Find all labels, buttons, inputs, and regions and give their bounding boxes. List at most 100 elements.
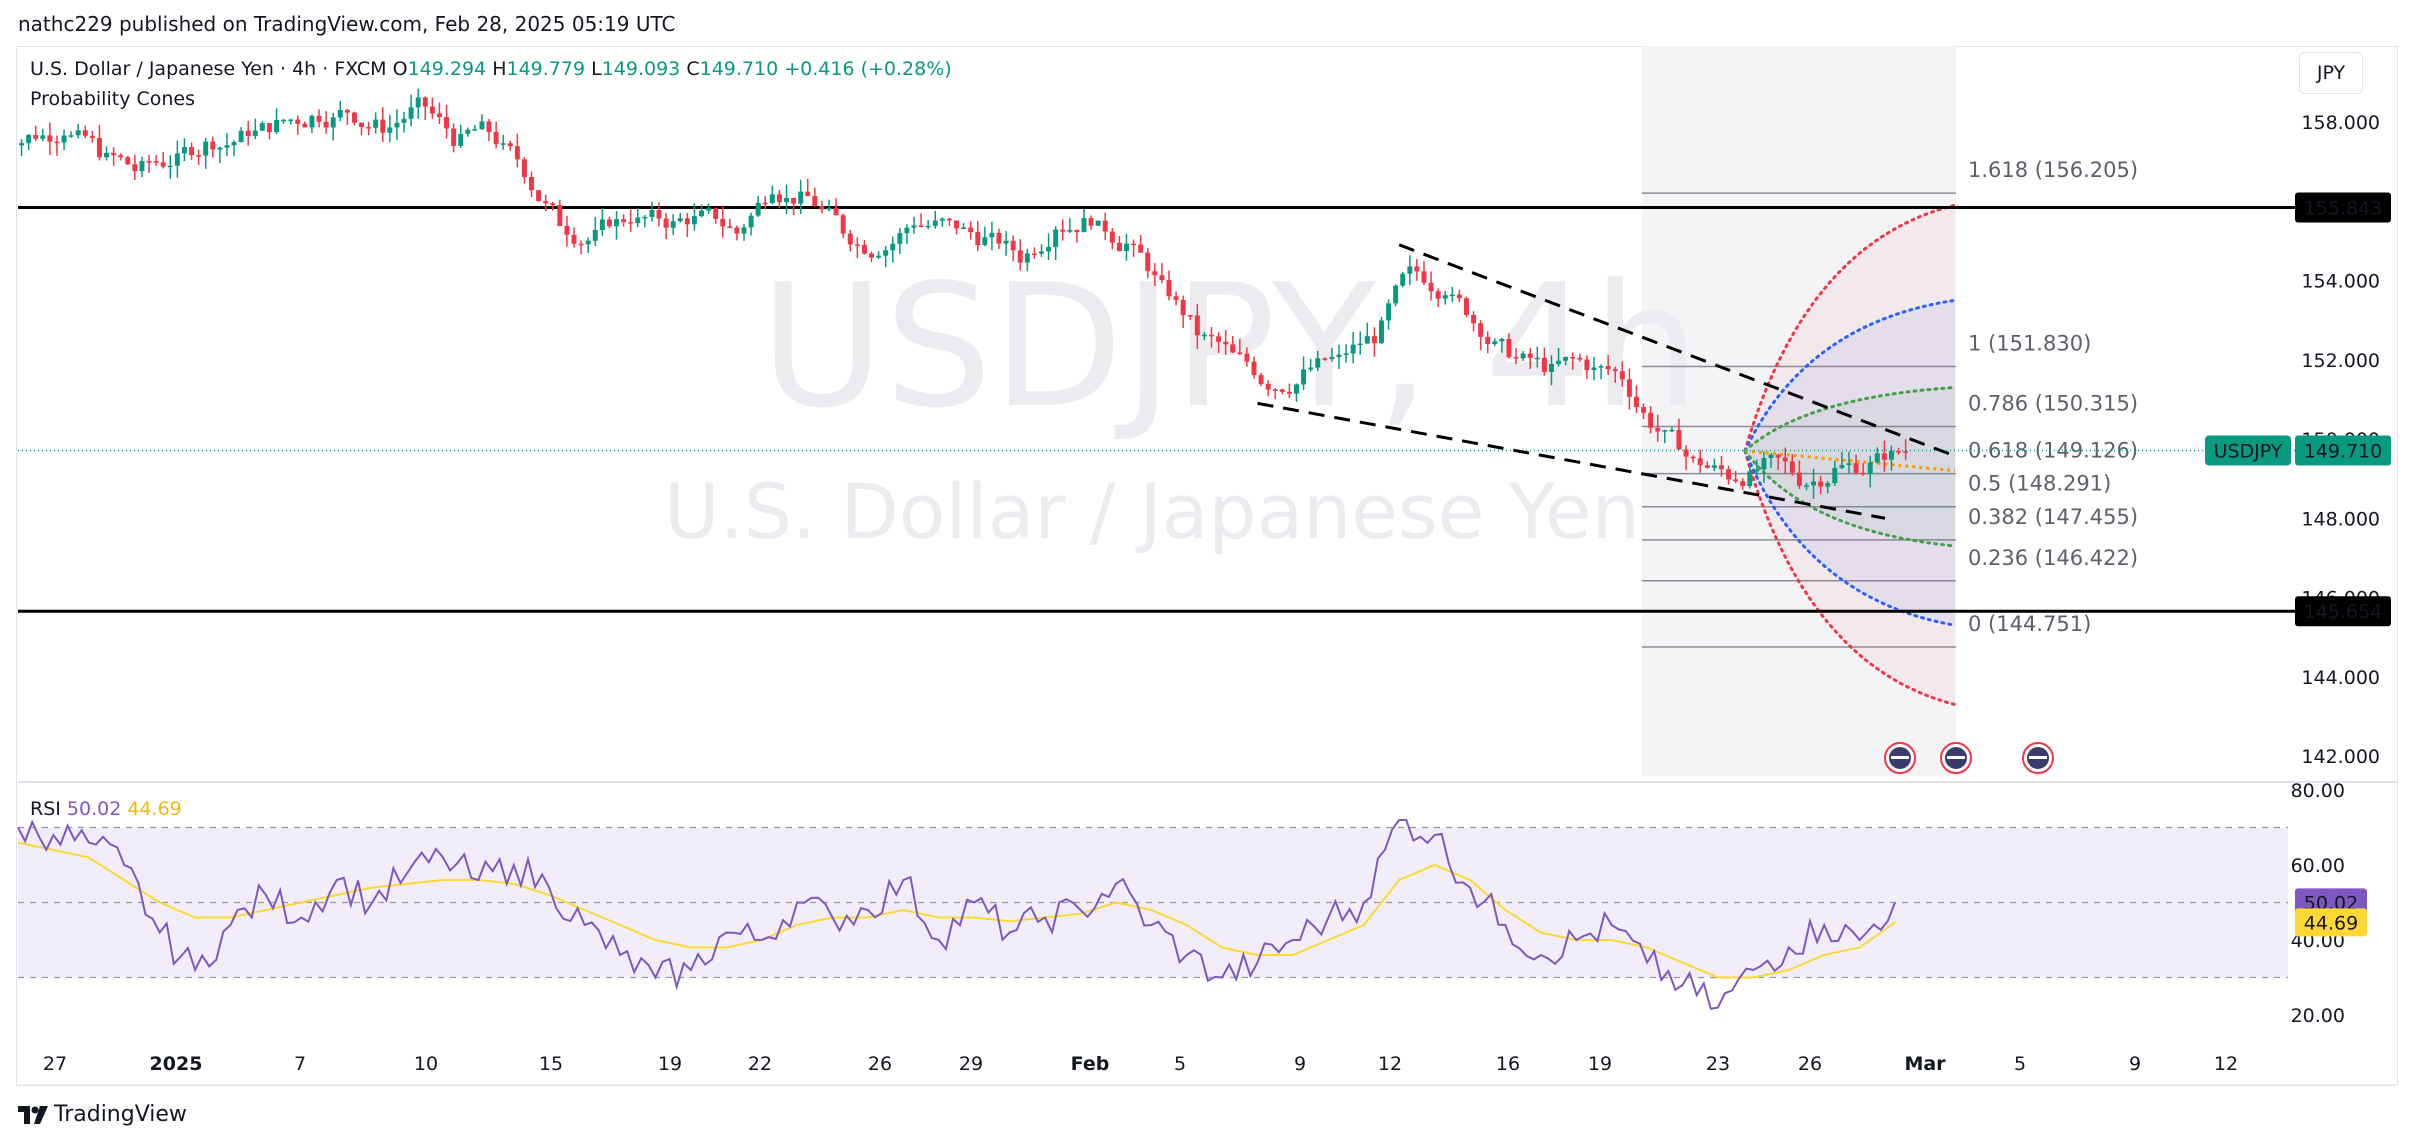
candle-body [1846, 463, 1852, 466]
candle-body [1442, 295, 1448, 299]
candle-body [1435, 291, 1441, 299]
candle-body [904, 227, 910, 234]
cone-mid-fill [1745, 300, 1955, 626]
candle-body [805, 191, 811, 197]
candle-body [1428, 282, 1434, 292]
symbol-legend[interactable]: U.S. Dollar / Japanese Yen · 4h · FXCM O… [30, 58, 952, 80]
background-layer [1642, 46, 1956, 776]
rsi-band [18, 827, 2288, 978]
candle-body [40, 135, 46, 139]
support-price-label: 145.654 [2304, 601, 2383, 623]
candle-body [1060, 229, 1066, 232]
candle-body [1294, 384, 1299, 394]
candle-body [210, 141, 216, 150]
candle-body [585, 240, 591, 245]
wedge-lower-line [1257, 401, 1886, 520]
cone-center-line [1744, 449, 1956, 473]
rsi-tick-label: 20.00 [2291, 1005, 2345, 1027]
candle-body [656, 210, 662, 219]
candle-body [642, 216, 648, 219]
candle-body [1718, 465, 1724, 470]
candle-body [741, 227, 747, 234]
candle-body [1265, 383, 1271, 390]
candle-body [1223, 341, 1229, 345]
candle-body [1463, 298, 1469, 315]
candle-body [1180, 299, 1186, 316]
fib-level-label: 0.382 (147.455) [1968, 505, 2138, 529]
rsi-line [17, 819, 1896, 1010]
candle-body [1556, 360, 1562, 364]
candle-body [961, 227, 967, 229]
grid-layer [18, 781, 2398, 1086]
open-value: 149.294 [407, 58, 487, 80]
candle-body [408, 107, 414, 119]
cone-outer-fill [1745, 205, 1955, 705]
candle-body [1570, 356, 1576, 359]
candle-body [1131, 243, 1137, 246]
candle-body [89, 135, 95, 138]
indicator-label[interactable]: Probability Cones [30, 88, 195, 110]
candle-body [1740, 481, 1746, 487]
candle-body [1279, 389, 1285, 392]
candle-body [274, 120, 280, 133]
candle-body [932, 220, 938, 226]
candle-body [47, 135, 53, 142]
time-tick-label: 12 [2214, 1053, 2238, 1075]
candle-body [380, 119, 386, 133]
candle-body [1379, 320, 1384, 344]
candle-body [564, 225, 570, 235]
candle-body [507, 143, 513, 147]
candle-body [1612, 369, 1618, 372]
fib-level-label: 0.5 (148.291) [1968, 472, 2111, 496]
candle-body [366, 127, 372, 129]
candle-body [1513, 357, 1519, 359]
candle-body [1400, 273, 1406, 286]
candle-body [82, 130, 88, 136]
candle-body [493, 131, 499, 145]
candle-body [1109, 231, 1115, 243]
time-tick-label: 16 [1496, 1053, 1520, 1075]
cone-outer-upper [1743, 203, 1957, 453]
candle-body [812, 196, 818, 207]
candle-body [1166, 280, 1172, 297]
candle-body [1754, 469, 1760, 472]
candle-body [1867, 462, 1873, 475]
candle-body [1194, 315, 1200, 336]
candle-body [1825, 483, 1831, 487]
candle-body [982, 237, 988, 246]
high-value: 149.779 [506, 58, 586, 80]
us-event-icon [1940, 742, 1972, 774]
candle-body [791, 197, 797, 204]
candle-body [1308, 367, 1314, 370]
candle-body [1903, 451, 1909, 453]
candle-body [1683, 449, 1689, 457]
candle-body [1811, 481, 1817, 486]
price-tick-label: 148.000 [2301, 508, 2380, 530]
rsi-ma-value-tag-label: 44.69 [2304, 912, 2358, 934]
candle-body [599, 219, 605, 231]
candle-body [1818, 481, 1824, 487]
rsi-legend[interactable]: RSI 50.02 44.69 [30, 798, 182, 820]
candle-body [1832, 467, 1838, 484]
candle-body [1499, 339, 1505, 342]
candle-body [238, 130, 244, 143]
candle-body [217, 147, 223, 150]
tradingview-logo[interactable]: TradingView [18, 1102, 187, 1127]
time-tick-label: 9 [1294, 1053, 1306, 1075]
candle-body [1301, 369, 1307, 385]
candle-body [61, 135, 67, 143]
candle-body [968, 227, 974, 233]
currency-button[interactable]: JPY [2299, 52, 2363, 94]
candle-body [344, 109, 350, 113]
candle-body [1768, 454, 1774, 459]
time-tick-label: 12 [1378, 1053, 1402, 1075]
candle-body [1456, 294, 1462, 299]
candle-body [1485, 336, 1491, 345]
candle-body [1357, 343, 1363, 346]
candle-body [1407, 266, 1413, 274]
candle-body [500, 143, 506, 145]
candle-body [1563, 356, 1569, 361]
candle-body [762, 202, 768, 205]
candle-body [288, 119, 294, 122]
